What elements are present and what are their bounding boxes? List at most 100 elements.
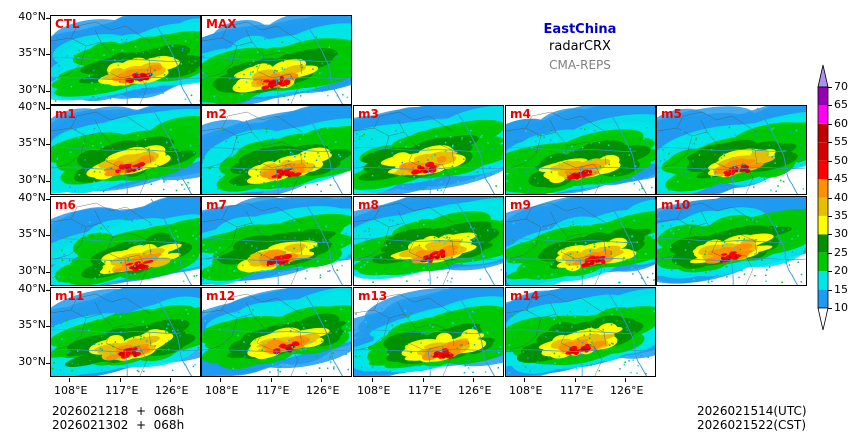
radar-field-m14 — [506, 288, 655, 376]
radar-field-m1 — [51, 106, 200, 194]
lon-tick — [220, 378, 221, 382]
colorbar-segment — [818, 105, 828, 124]
colorbar-tick — [828, 160, 832, 162]
radar-field-m7 — [202, 197, 351, 285]
lat-label: 40°N — [18, 10, 46, 23]
radar-field-m4 — [506, 106, 655, 194]
colorbar-tick — [828, 123, 832, 125]
lon-tick — [321, 378, 322, 382]
map-panel-m1: m1 — [50, 105, 201, 195]
lat-label: 30°N — [18, 355, 46, 368]
valid-time-utc: 2026021514(UTC) — [697, 404, 807, 418]
lat-label: 30°N — [18, 83, 46, 96]
radar-field-m11 — [51, 288, 200, 376]
lon-tick — [372, 378, 373, 382]
lat-tick — [46, 108, 50, 109]
colorbar-tick-label: 30 — [834, 227, 848, 241]
radar-field-m6 — [51, 197, 200, 285]
map-panel-m13: m13 — [353, 287, 504, 377]
map-panel-m4: m4 — [505, 105, 656, 195]
colorbar-tick-label: 35 — [834, 208, 848, 222]
lon-label: 126°E — [306, 384, 340, 397]
colorbar-tick-label: 10 — [834, 301, 848, 314]
colorbar-segment — [818, 87, 828, 106]
colorbar-tick — [828, 215, 832, 217]
lat-label: 35°N — [18, 227, 46, 240]
member-label: m11 — [55, 289, 85, 303]
lon-tick — [473, 378, 474, 382]
lat-label: 35°N — [18, 136, 46, 149]
member-label: m1 — [55, 107, 76, 121]
lat-label: 35°N — [18, 318, 46, 331]
colorbar-extend-max — [817, 64, 829, 88]
radar-field-m3 — [354, 106, 503, 194]
map-panel-m9: m9 — [505, 196, 656, 286]
variable-title: radarCRX — [549, 39, 611, 54]
colorbar-segment — [818, 271, 828, 290]
colorbar-tick-label: 50 — [834, 153, 848, 167]
member-label: m8 — [358, 198, 379, 212]
lon-label: 117°E — [256, 384, 290, 397]
colorbar-tick — [828, 197, 832, 199]
member-label: m14 — [510, 289, 540, 303]
colorbar-extend-min — [817, 307, 829, 331]
member-label: m13 — [358, 289, 388, 303]
colorbar-segment — [818, 179, 828, 198]
map-panel-ctl: CTL — [50, 15, 201, 105]
colorbar — [817, 64, 829, 331]
colorbar-tick — [828, 179, 832, 181]
lon-label: 108°E — [357, 384, 391, 397]
colorbar-tick — [828, 87, 832, 88]
member-label: MAX — [206, 17, 237, 31]
map-panel-m10: m10 — [656, 196, 807, 286]
lon-tick — [423, 378, 424, 382]
radar-field-m8 — [354, 197, 503, 285]
lat-label: 35°N — [18, 46, 46, 59]
map-panel-m6: m6 — [50, 196, 201, 286]
map-panel-m12: m12 — [201, 287, 352, 377]
lon-tick — [170, 378, 171, 382]
colorbar-tick — [828, 252, 832, 254]
colorbar-tick-label: 65 — [834, 98, 848, 112]
member-label: m6 — [55, 198, 76, 212]
map-panel-m14: m14 — [505, 287, 656, 377]
colorbar-tick — [828, 308, 832, 309]
lat-tick — [46, 290, 50, 291]
lat-tick — [46, 181, 50, 182]
colorbar-segment — [818, 197, 828, 216]
lat-tick — [46, 235, 50, 236]
colorbar-tick — [828, 234, 832, 236]
colorbar-tick-label: 70 — [834, 80, 848, 93]
member-label: m4 — [510, 107, 531, 121]
member-label: m12 — [206, 289, 236, 303]
colorbar-tick — [828, 142, 832, 144]
colorbar-segment — [818, 160, 828, 180]
colorbar-segment — [818, 234, 828, 253]
lon-label: 108°E — [54, 384, 88, 397]
lon-tick — [271, 378, 272, 382]
lon-tick — [575, 378, 576, 382]
lat-label: 30°N — [18, 173, 46, 186]
lat-tick — [46, 199, 50, 200]
radar-field-m13 — [354, 288, 503, 376]
member-label: CTL — [55, 17, 80, 31]
member-label: m2 — [206, 107, 227, 121]
lon-label: 117°E — [408, 384, 442, 397]
radar-field-m9 — [506, 197, 655, 285]
colorbar-tick — [828, 289, 832, 291]
lat-tick — [46, 144, 50, 145]
colorbar-segment — [818, 252, 828, 272]
colorbar-tick-label: 25 — [834, 245, 848, 259]
region-title: EastChina — [543, 22, 617, 37]
map-panel-m2: m2 — [201, 105, 352, 195]
title-block: EastChina radarCRX CMA-REPS — [505, 22, 655, 72]
colorbar-tick-label: 55 — [834, 135, 848, 149]
lon-label: 126°E — [155, 384, 189, 397]
radar-field-max — [202, 16, 351, 104]
lat-label: 40°N — [18, 100, 46, 113]
radar-field-ctl — [51, 16, 200, 104]
source-title: CMA-REPS — [549, 58, 611, 72]
lon-label: 108°E — [509, 384, 543, 397]
colorbar-segment — [818, 289, 828, 308]
colorbar-tick-label: 60 — [834, 116, 848, 130]
